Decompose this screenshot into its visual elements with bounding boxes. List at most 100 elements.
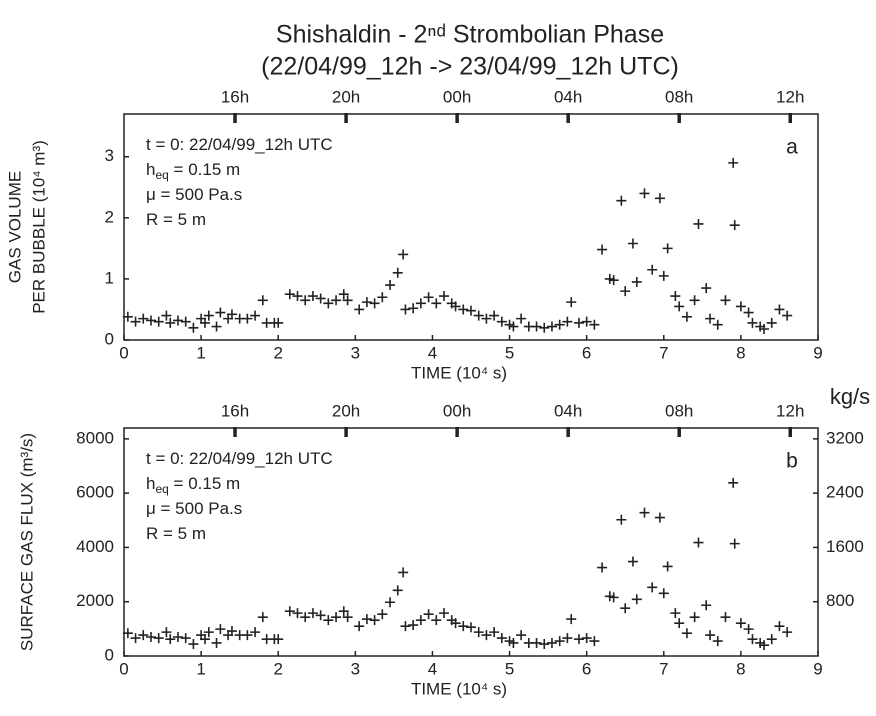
x-tick-label: 7 [659,659,668,678]
point [361,614,372,625]
point [759,640,770,651]
point [566,614,577,625]
point [180,633,191,644]
y-tick-label: 6000 [76,483,114,502]
point [431,615,442,626]
x-tick-label: 1 [196,343,205,362]
point [172,315,183,326]
point [165,317,176,328]
y-tick-label: 1 [105,268,114,287]
point [616,514,627,525]
point [735,301,746,312]
point [138,630,149,641]
point [566,297,577,308]
point [423,292,434,303]
top-tick-label: 20h [332,87,360,106]
point [639,188,650,199]
point [292,608,303,619]
x-axis-label: TIME (10⁴ s) [411,363,507,382]
point [562,316,573,327]
point [508,321,519,332]
y-tick-label: 2000 [76,591,114,610]
point [693,537,704,548]
point [735,618,746,629]
point [647,582,658,593]
annotation-text: t = 0: 22/04/99_12h UTC [146,449,333,468]
panel-label: b [786,450,798,473]
point [581,633,592,644]
point [489,627,500,638]
top-tick-label: 20h [332,401,360,420]
point [701,600,712,611]
point [215,307,226,318]
x-tick-label: 8 [736,659,745,678]
point [250,310,261,321]
point [662,243,673,254]
point [654,512,665,523]
annotation-text: = 0.15 m [169,160,240,179]
point [250,627,261,638]
x-tick-label: 8 [736,343,745,362]
point [203,310,214,321]
point [620,286,631,297]
y2-tick-label: 2400 [826,483,864,502]
point [153,633,164,644]
point [670,291,681,302]
point [199,634,210,645]
point [705,313,716,324]
point [180,316,191,327]
point [307,291,318,302]
point [670,608,681,619]
point [496,633,507,644]
point [153,316,164,327]
point [620,603,631,614]
annotation-text: = 0.15 m [169,474,240,493]
x-tick-label: 4 [428,343,437,362]
point [631,594,642,605]
point [415,615,426,626]
top-tick-label: 04h [554,401,582,420]
point [408,303,419,314]
point [701,283,712,294]
x-tick-label: 9 [813,343,822,362]
y-axis-label: PER BUBBLE (10⁴ m³) [29,140,48,314]
point [273,317,284,328]
top-tick-label: 16h [221,401,249,420]
point [130,633,141,644]
point [242,313,253,324]
point [747,317,758,328]
annotation-subscript: eq [155,168,168,182]
point [728,477,739,488]
point [315,293,326,304]
point [130,316,141,327]
point [392,267,403,278]
panel-label: a [786,136,798,159]
point [658,270,669,281]
point [458,304,469,315]
top-tick-label: 00h [443,401,471,420]
point [377,292,388,303]
point [284,289,295,300]
point [729,538,740,549]
point [597,244,608,255]
point [431,298,442,309]
point [728,157,739,168]
x-tick-label: 0 [119,343,128,362]
point [681,628,692,639]
annotation-text: μ = 500 Pa.s [146,185,242,204]
point [315,610,326,621]
x-axis-label: TIME (10⁴ s) [411,679,507,698]
point [608,592,619,603]
point [300,295,311,306]
point [743,624,754,635]
x-tick-label: 3 [351,659,360,678]
point [226,309,237,320]
point [662,561,673,572]
y-tick-label: 8000 [76,428,114,447]
y-tick-label: 3 [105,146,114,165]
y2-tick-label: 3200 [826,428,864,447]
point [712,636,723,647]
point [581,316,592,327]
point [531,637,542,648]
point [338,606,349,617]
